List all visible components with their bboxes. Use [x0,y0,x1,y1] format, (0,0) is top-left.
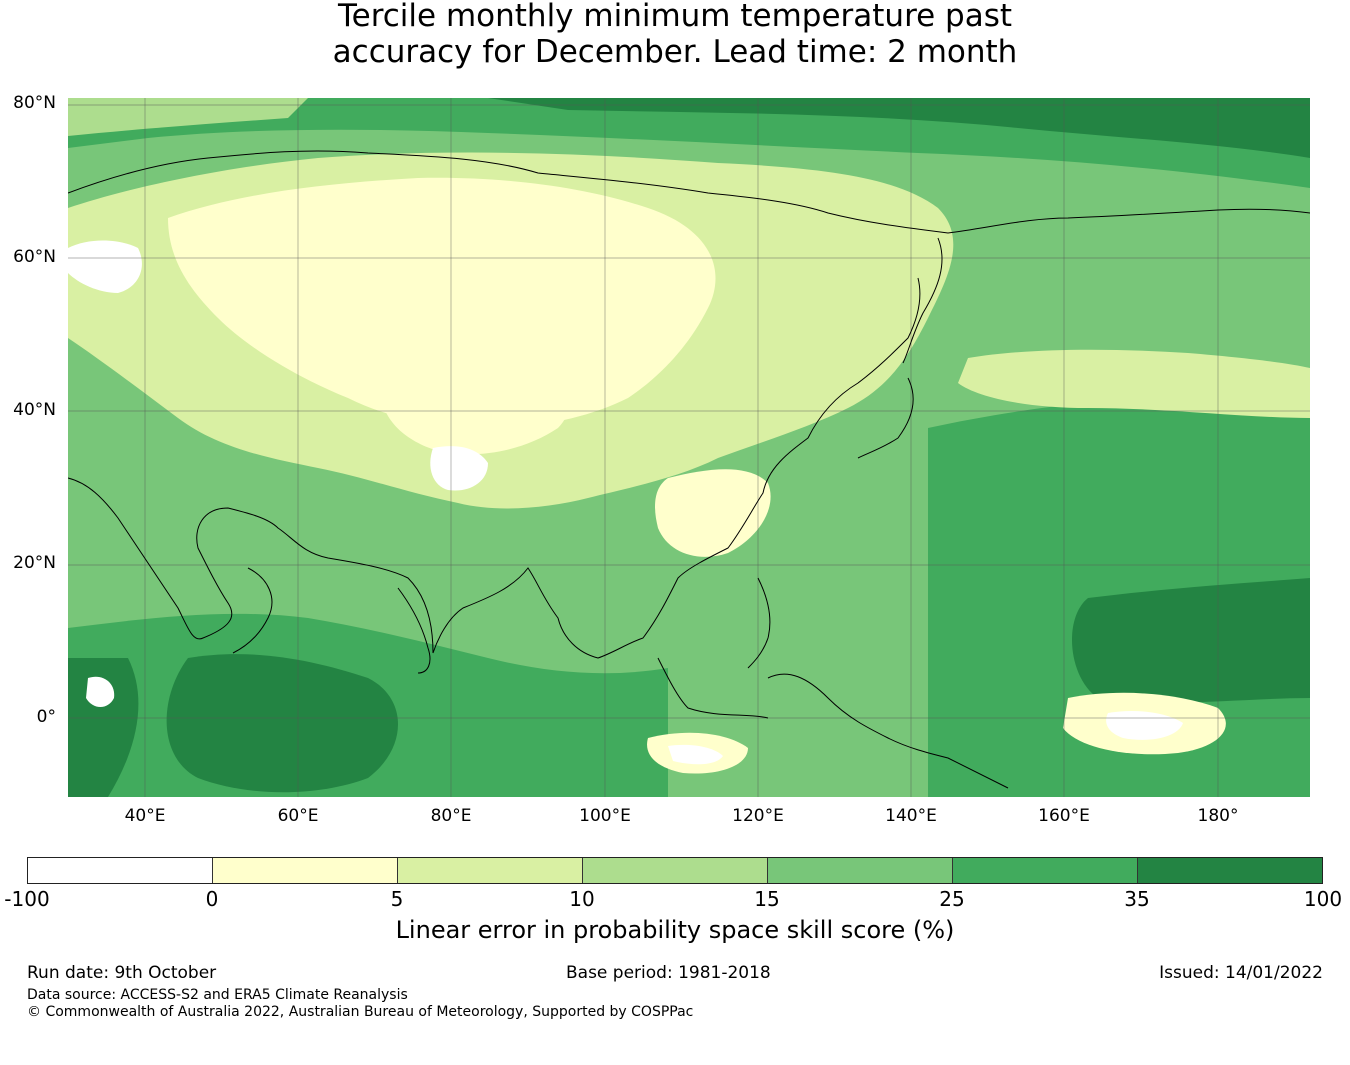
colorbar-tick-100: 100 [1303,887,1343,911]
lat-label-80n: 80°N [13,93,56,113]
colorbar-label: Linear error in probability space skill … [395,916,955,944]
kamchatka-coastline [902,237,943,364]
sumatra-coastline [657,657,769,719]
map-svg [68,98,1310,797]
data-source: Data source: ACCESS-S2 and ERA5 Climate … [27,987,408,1003]
philippines-coastline [747,577,771,669]
colorbar-tick-10: 10 [569,887,595,911]
colorbar-tick-25: 25 [939,887,965,911]
colorbar-tick-0: 0 [205,887,219,911]
lon-label-160e: 160°E [1038,806,1090,826]
colorbar-segment-6 [1138,858,1322,883]
colorbar [27,857,1323,884]
colorbar-segment-2 [398,858,583,883]
chart-title-line-1: Tercile monthly minimum temperature past [337,0,1013,34]
arctic-west-region [68,98,308,136]
china-pale-region [655,469,771,557]
arctic-coastline [68,150,1310,234]
colorbar-segment-0 [28,858,213,883]
base-period: Base period: 1981-2018 [566,963,771,983]
colorbar-tick-neg100: -100 [4,887,50,911]
white-patch-tibet [430,446,488,491]
lat-label-20n: 20°N [13,553,56,573]
asia-southern-coastline [68,277,921,659]
lon-label-40e: 40°E [124,806,166,826]
colorbar-tick-35: 35 [1124,887,1150,911]
japan-coastline [857,377,914,459]
lon-label-180: 180° [1197,806,1239,826]
colorbar-segment-5 [953,858,1138,883]
lon-label-80e: 80°E [430,806,472,826]
pacific-dark-band [1071,578,1310,703]
chart-title-line-2: accuracy for December. Lead time: 2 mont… [332,34,1018,70]
lon-label-120e: 120°E [732,806,784,826]
lon-label-100e: 100°E [579,806,631,826]
copyright: © Commonwealth of Australia 2022, Austra… [27,1004,694,1020]
issued-date: Issued: 14/01/2022 [1159,963,1323,983]
arctic-dark-region [488,98,1310,158]
africa-dark-region [68,658,139,797]
pacific-light-band [958,349,1310,418]
lon-label-140e: 140°E [885,806,937,826]
graticule [68,98,1310,797]
new-guinea-coastline [767,673,1009,789]
skill-score-map [68,98,1310,797]
colorbar-segment-4 [768,858,953,883]
colorbar-tick-5: 5 [390,887,404,911]
interior-pale-region [168,177,716,428]
africa-white-patch [86,676,115,707]
lat-label-60n: 60°N [13,247,56,267]
colorbar-tick-15: 15 [754,887,780,911]
java-white-patch [668,744,723,765]
colorbar-segment-3 [583,858,768,883]
tibet-pale-region [381,352,569,455]
lon-label-60e: 60°E [277,806,319,826]
white-patch-west [68,240,142,293]
indian-ocean-dark-region [166,654,398,793]
lat-label-40n: 40°N [13,400,56,420]
colorbar-segment-1 [213,858,398,883]
coastlines [68,150,1310,789]
arabia-coastline [232,567,273,654]
run-date: Run date: 9th October [27,963,217,983]
lat-label-0: 0° [36,707,56,727]
india-coastline [397,587,431,674]
